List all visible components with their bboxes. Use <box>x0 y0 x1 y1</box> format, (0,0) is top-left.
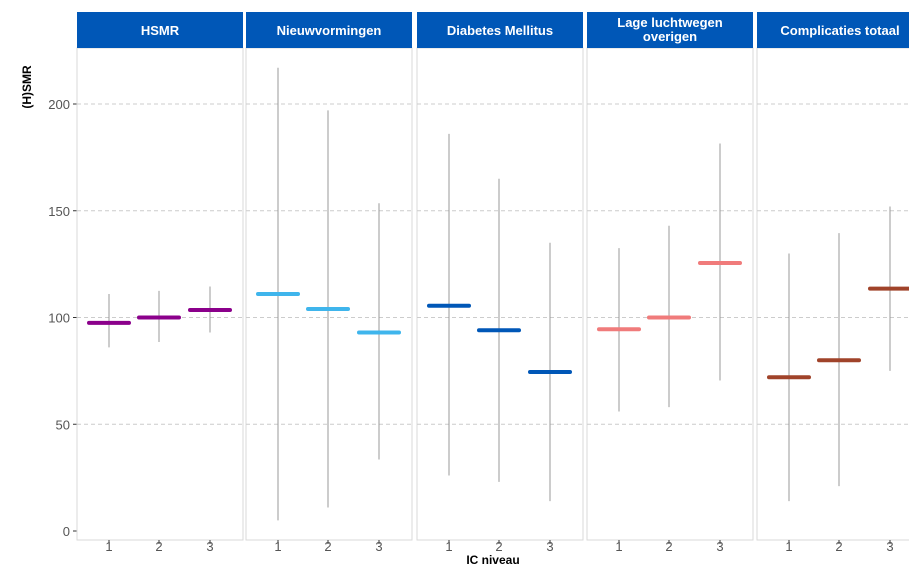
panel-strip <box>417 12 583 48</box>
y-tick-label: 50 <box>56 417 70 432</box>
panel-background <box>586 47 754 541</box>
panel-strip <box>587 12 753 48</box>
x-axis-title: IC niveau <box>466 553 519 567</box>
facet-panel: Complicaties totaal 1 2 3 <box>756 12 909 554</box>
x-tick-label: 1 <box>615 539 622 554</box>
y-tick-label: 150 <box>48 204 70 219</box>
x-tick-label: 1 <box>274 539 281 554</box>
x-tick-label: 2 <box>835 539 842 554</box>
panel-background <box>756 47 909 541</box>
y-tick-label: 100 <box>48 311 70 326</box>
x-tick-label: 2 <box>155 539 162 554</box>
panel-title: HSMR <box>141 23 180 38</box>
facet-panel: Diabetes Mellitus 1 2 3 <box>416 12 584 554</box>
x-tick-label: 2 <box>324 539 331 554</box>
y-tick-label: 200 <box>48 97 70 112</box>
facet-panel: HSMR 1 2 3 <box>76 12 244 554</box>
panel-background <box>416 47 584 541</box>
panel-title: Complicaties totaal <box>780 23 899 38</box>
y-axis-title: (H)SMR <box>20 65 34 109</box>
x-tick-label: 1 <box>785 539 792 554</box>
panel-background <box>76 47 244 541</box>
x-tick-label: 3 <box>206 539 213 554</box>
panel-title: Diabetes Mellitus <box>447 23 553 38</box>
y-tick-label: 0 <box>63 524 70 539</box>
panel-strip <box>246 12 412 48</box>
x-tick-label: 3 <box>716 539 723 554</box>
panel-title: Lage luchtwegen <box>617 15 723 30</box>
x-tick-label: 2 <box>665 539 672 554</box>
y-axis: 0 50 100 150 200 <box>48 97 77 539</box>
panel-title: Nieuwvormingen <box>277 23 382 38</box>
x-tick-label: 3 <box>886 539 893 554</box>
x-tick-label: 1 <box>105 539 112 554</box>
x-tick-label: 3 <box>375 539 382 554</box>
panel-title: overigen <box>643 29 697 44</box>
x-tick-label: 3 <box>546 539 553 554</box>
facet-panel: Nieuwvormingen 1 2 3 <box>245 12 413 554</box>
panel-strip <box>757 12 909 48</box>
x-tick-label: 2 <box>495 539 502 554</box>
panel-strip <box>77 12 243 48</box>
x-tick-label: 1 <box>445 539 452 554</box>
